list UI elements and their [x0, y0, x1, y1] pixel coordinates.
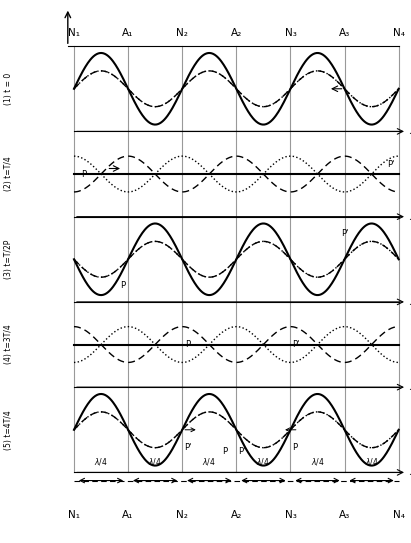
Text: A₃: A₃ [339, 510, 350, 520]
Text: N₂: N₂ [176, 510, 188, 520]
Text: P: P [185, 340, 190, 349]
Text: A₁: A₁ [122, 28, 134, 38]
Text: P': P' [387, 160, 395, 168]
Text: x: x [409, 212, 411, 222]
Text: (4) t=3T/4: (4) t=3T/4 [4, 325, 13, 364]
Text: N₁: N₁ [68, 28, 80, 38]
Text: $\lambda$/4: $\lambda$/4 [256, 456, 270, 467]
Text: $\lambda$/4: $\lambda$/4 [94, 456, 108, 467]
Text: (1) t = 0: (1) t = 0 [4, 73, 13, 105]
Text: N₄: N₄ [393, 510, 405, 520]
Text: N₃: N₃ [284, 28, 296, 38]
Text: P': P' [238, 447, 246, 456]
Text: N₃: N₃ [284, 510, 296, 520]
Text: P: P [81, 170, 86, 179]
Text: $\lambda$/4: $\lambda$/4 [311, 456, 324, 467]
Text: A₂: A₂ [231, 28, 242, 38]
Text: N₄: N₄ [393, 28, 405, 38]
Text: A₃: A₃ [339, 28, 350, 38]
Text: P': P' [341, 229, 348, 238]
Text: $\lambda$/4: $\lambda$/4 [148, 456, 162, 467]
Text: (3) t=T/2P: (3) t=T/2P [4, 239, 13, 279]
Text: (2) t=T/4: (2) t=T/4 [4, 157, 13, 191]
Text: N₁: N₁ [68, 510, 80, 520]
Text: P: P [222, 447, 228, 456]
Text: A₁: A₁ [122, 510, 134, 520]
Text: A₂: A₂ [231, 510, 242, 520]
Text: $\lambda$/4: $\lambda$/4 [202, 456, 216, 467]
Text: (5) t=4T/4: (5) t=4T/4 [4, 410, 13, 450]
Text: P': P' [184, 444, 192, 452]
Text: x: x [409, 127, 411, 136]
Text: x: x [409, 468, 411, 477]
Text: x: x [409, 297, 411, 307]
Text: P': P' [292, 340, 300, 349]
Text: x: x [409, 382, 411, 392]
Text: $\lambda$/4: $\lambda$/4 [365, 456, 379, 467]
Text: P: P [293, 444, 298, 452]
Text: N₂: N₂ [176, 28, 188, 38]
Text: P: P [120, 281, 125, 289]
